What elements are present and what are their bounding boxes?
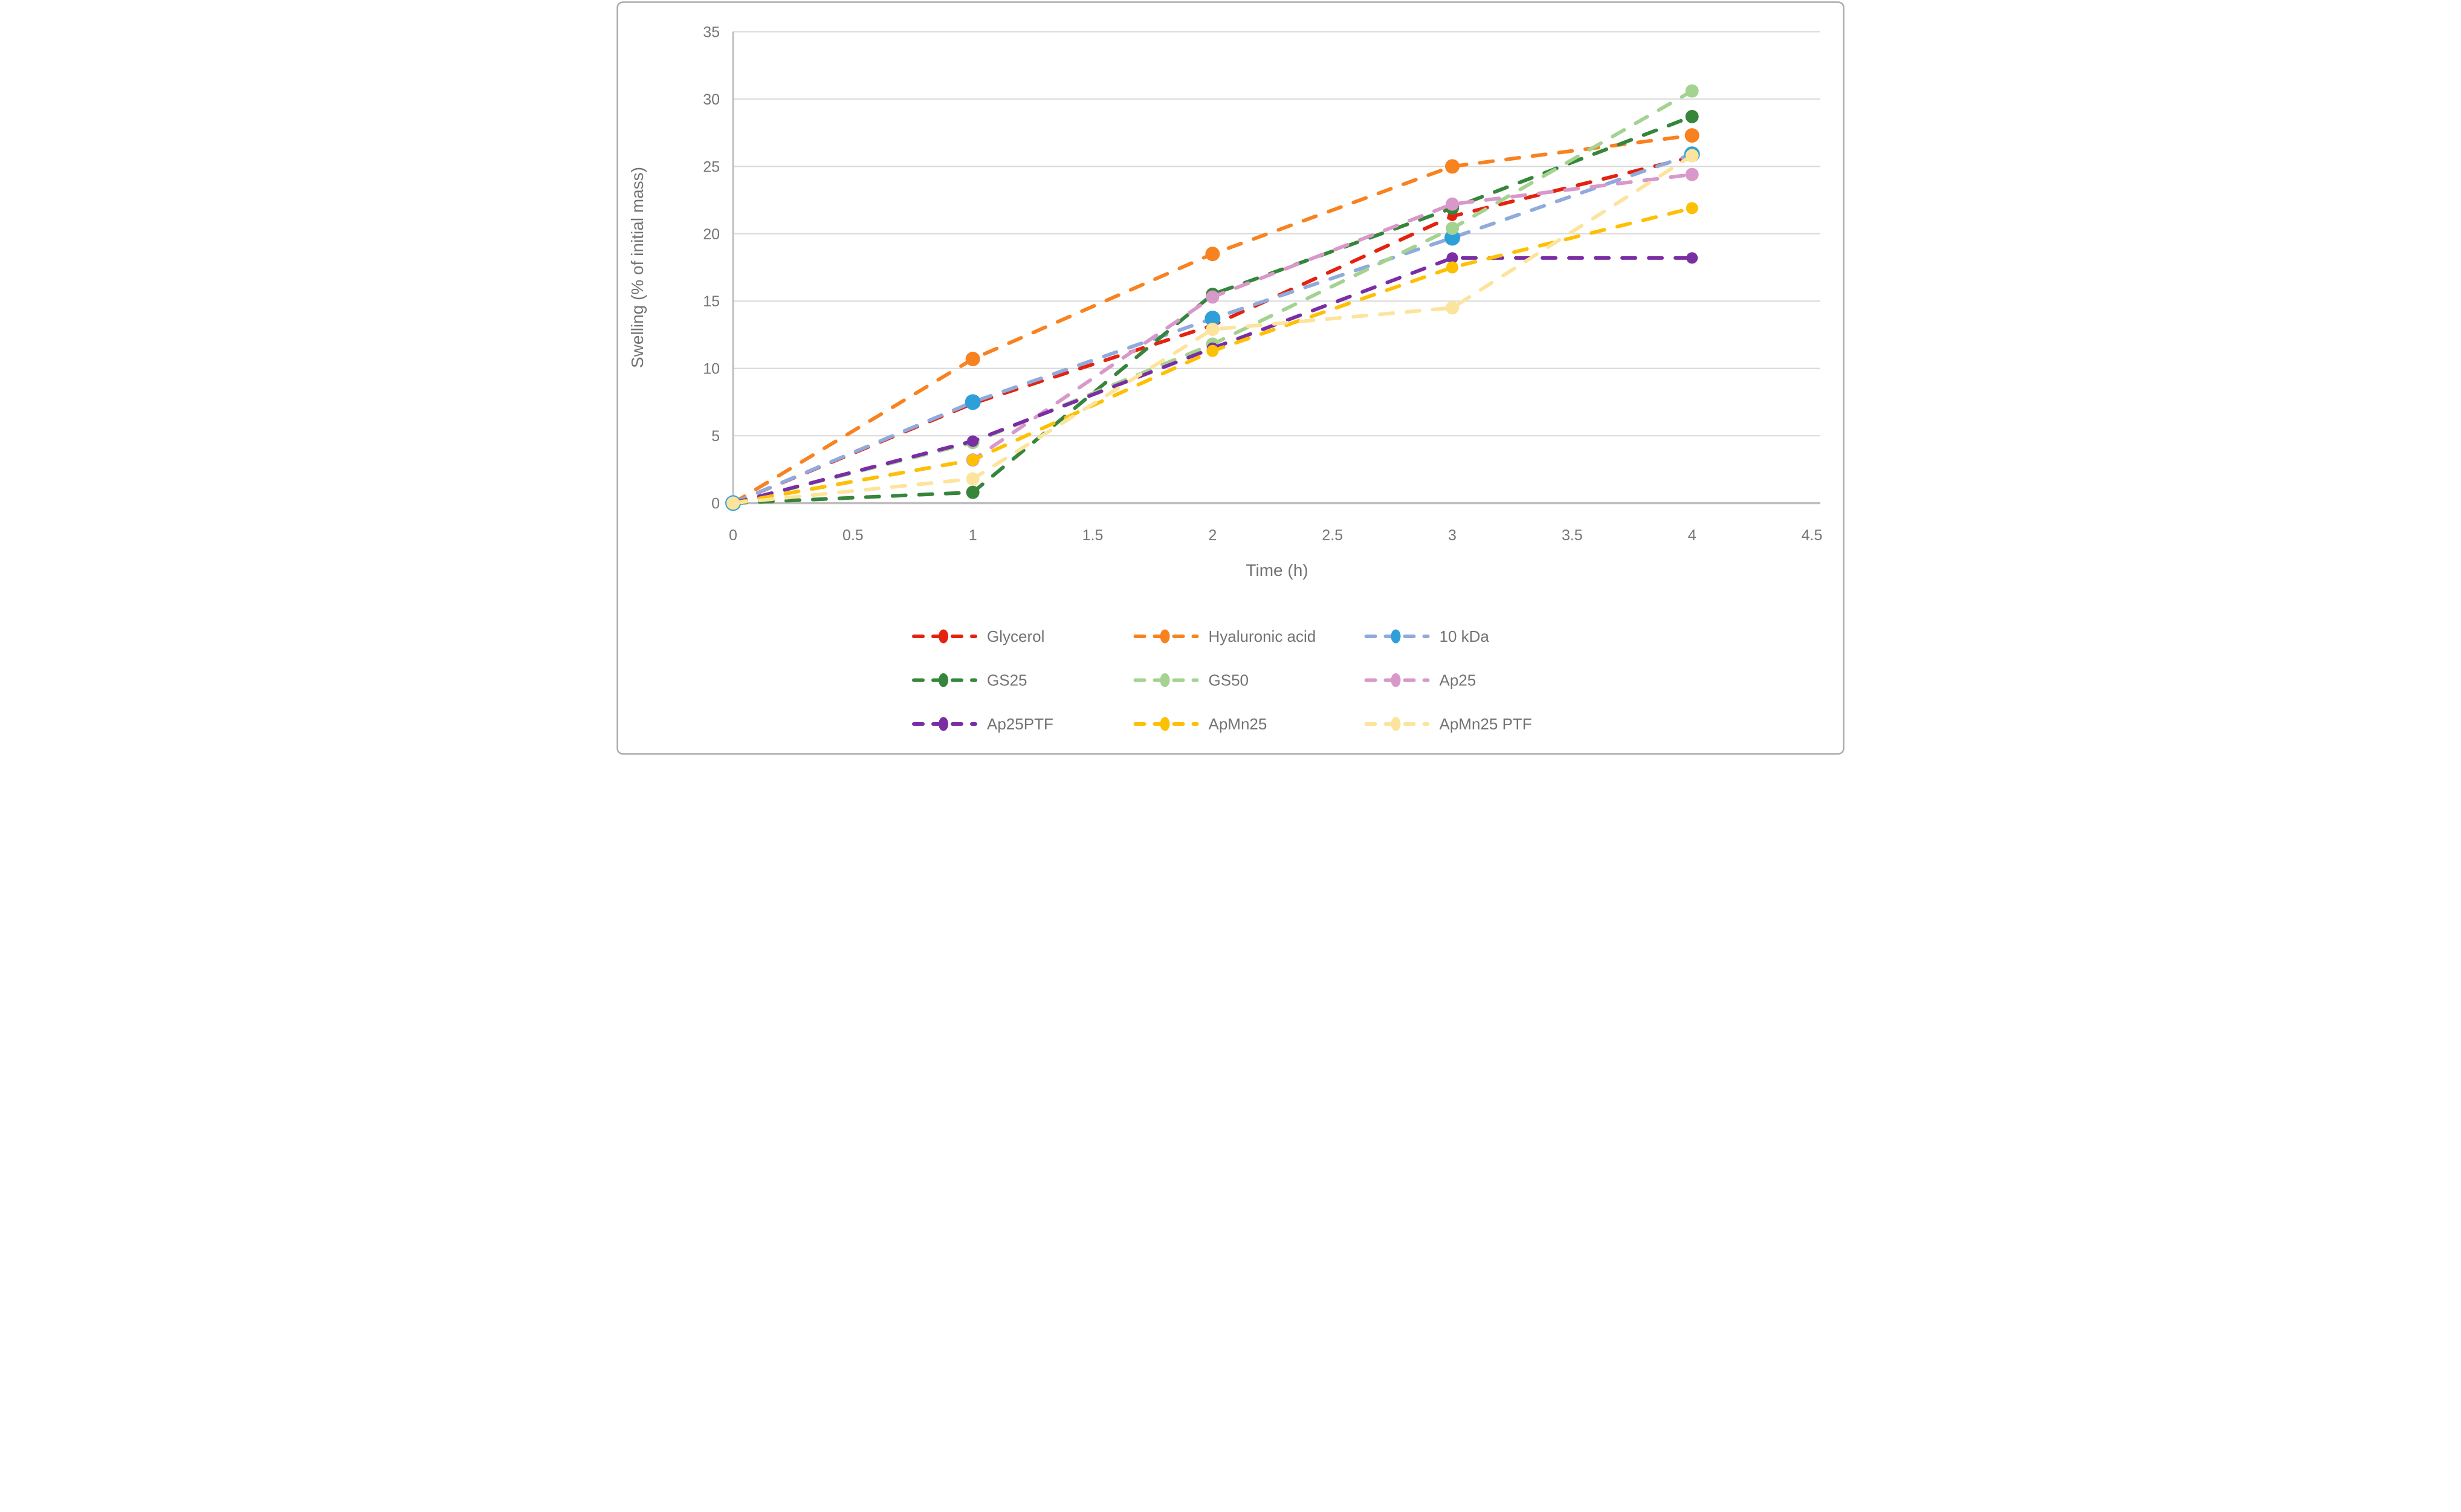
legend-label-gs50: GS50: [1209, 671, 1249, 690]
data-point-10-kda-t3: [1444, 230, 1460, 246]
x-tick-label-3.5: 3.5: [1562, 527, 1583, 544]
axes: [732, 31, 1820, 505]
x-tick-label-2: 2: [1208, 527, 1217, 544]
legend-key-marker-gs50: [1160, 673, 1170, 687]
legend-key-marker-hyaluronic-acid: [1160, 629, 1170, 644]
legend-label-ap25ptf: Ap25PTF: [987, 715, 1053, 733]
x-tick-label-0.5: 0.5: [842, 527, 864, 544]
legend-item-gs50: GS50: [1131, 671, 1249, 690]
legend-label-gs25: GS25: [987, 671, 1027, 690]
legend-label-ap25: Ap25: [1440, 671, 1476, 690]
legend-item-apmn25-ptf: ApMn25 PTF: [1362, 715, 1532, 733]
data-point-gs50-t4: [1685, 84, 1699, 98]
data-point-apmn25-t2: [1206, 344, 1219, 357]
legend: Glycerol Hyaluronic acid 10 kDa GS25 GS50 Ap2…: [910, 627, 1532, 733]
data-point-apmn25-ptf-t0: [726, 496, 740, 510]
x-axis-tick-labels: 0 0.5 1 1.5 2 2.5 3 3.5 4 4.5: [729, 527, 1822, 544]
data-point-ap25-t3: [1446, 197, 1459, 211]
data-point-gs25-t1: [966, 485, 980, 499]
legend-key-marker-gs25: [939, 673, 948, 687]
data-point-apmn25-ptf-t2: [1206, 323, 1220, 337]
legend-item-ap25ptf: Ap25PTF: [910, 715, 1053, 733]
data-point-apmn25-t1: [966, 454, 979, 467]
y-tick-label-30: 30: [703, 91, 720, 108]
data-point-apmn25-ptf-t1: [966, 472, 980, 486]
y-tick-label-0: 0: [711, 496, 720, 512]
series-layer: [725, 84, 1700, 511]
x-tick-label-2.5: 2.5: [1322, 527, 1343, 544]
legend-key-marker-10-kda: [1391, 629, 1401, 644]
data-point-apmn25-ptf-t4: [1685, 149, 1699, 163]
x-tick-label-4: 4: [1688, 527, 1696, 544]
legend-item-hyaluronic-acid: Hyaluronic acid: [1131, 627, 1316, 645]
y-tick-label-10: 10: [703, 361, 720, 378]
x-tick-label-4.5: 4.5: [1802, 527, 1823, 544]
data-point-10-kda-t1: [965, 394, 981, 410]
data-point-ap25-t4: [1685, 167, 1699, 181]
data-point-hyaluronic-acid-t2: [1205, 247, 1220, 262]
legend-item-glycerol: Glycerol: [910, 627, 1044, 645]
y-axis-title: Swelling (% of initial mass): [628, 167, 647, 368]
data-point-apmn25-t3: [1446, 261, 1458, 274]
x-tick-label-0: 0: [729, 527, 737, 544]
legend-key-marker-glycerol: [939, 629, 948, 644]
data-point-hyaluronic-acid-t4: [1684, 128, 1699, 143]
gridlines: [733, 31, 1820, 437]
legend-key-marker-apmn25-ptf: [1391, 717, 1401, 731]
data-point-hyaluronic-acid-t3: [1445, 159, 1460, 174]
legend-key-marker-ap25ptf: [939, 717, 948, 731]
series-line-gs25: [731, 114, 1694, 505]
x-tick-label-3: 3: [1448, 527, 1457, 544]
figure-border: [616, 1, 1845, 755]
legend-item-apmn25: ApMn25: [1131, 715, 1267, 733]
data-point-gs50-t3: [1446, 221, 1459, 235]
data-point-ap25ptf-t1: [967, 435, 979, 447]
x-tick-label-1: 1: [969, 527, 977, 544]
y-tick-label-35: 35: [703, 24, 720, 41]
legend-key-marker-ap25: [1391, 673, 1401, 687]
y-axis-tick-labels: 0 5 10 15 20 25 30 35: [703, 24, 720, 512]
y-tick-label-5: 5: [711, 428, 720, 445]
data-point-hyaluronic-acid-t1: [965, 352, 980, 367]
data-point-apmn25-ptf-t3: [1446, 301, 1459, 315]
data-point-ap25ptf-t4: [1686, 252, 1698, 264]
legend-label-glycerol: Glycerol: [987, 627, 1044, 645]
x-tick-label-1.5: 1.5: [1082, 527, 1104, 544]
data-point-10-kda-t2: [1205, 311, 1221, 327]
series-apmn25-ptf: [726, 149, 1699, 510]
legend-item-ap25: Ap25: [1362, 671, 1476, 690]
data-point-gs25-t4: [1685, 109, 1699, 123]
legend-label-hyaluronic-acid: Hyaluronic acid: [1209, 627, 1316, 645]
data-point-apmn25-t4: [1686, 202, 1698, 215]
legend-item-gs25: GS25: [910, 671, 1027, 690]
y-tick-label-20: 20: [703, 226, 720, 243]
y-tick-label-25: 25: [703, 158, 720, 175]
y-tick-label-15: 15: [703, 293, 720, 310]
legend-item-10-kda: 10 kDa: [1362, 627, 1490, 645]
swelling-line-chart: 0 5 10 15 20 25 30 35 0 0.5 1 1.5 2 2.5 3 3.5 4 4.5 Swel…: [616, 1, 1845, 755]
legend-key-marker-apmn25: [1160, 717, 1170, 731]
data-point-ap25-t2: [1206, 290, 1220, 304]
data-point-ap25ptf-t3: [1446, 252, 1458, 264]
legend-label-apmn25: ApMn25: [1209, 715, 1267, 733]
legend-label-apmn25-ptf: ApMn25 PTF: [1440, 715, 1532, 733]
chart-figure: 0 5 10 15 20 25 30 35 0 0.5 1 1.5 2 2.5 3 3.5 4 4.5 Swel…: [615, 0, 1846, 756]
series-line-apmn25-ptf: [731, 153, 1694, 505]
legend-label-10-kda: 10 kDa: [1440, 627, 1490, 645]
x-axis-title: Time (h): [1246, 561, 1308, 580]
